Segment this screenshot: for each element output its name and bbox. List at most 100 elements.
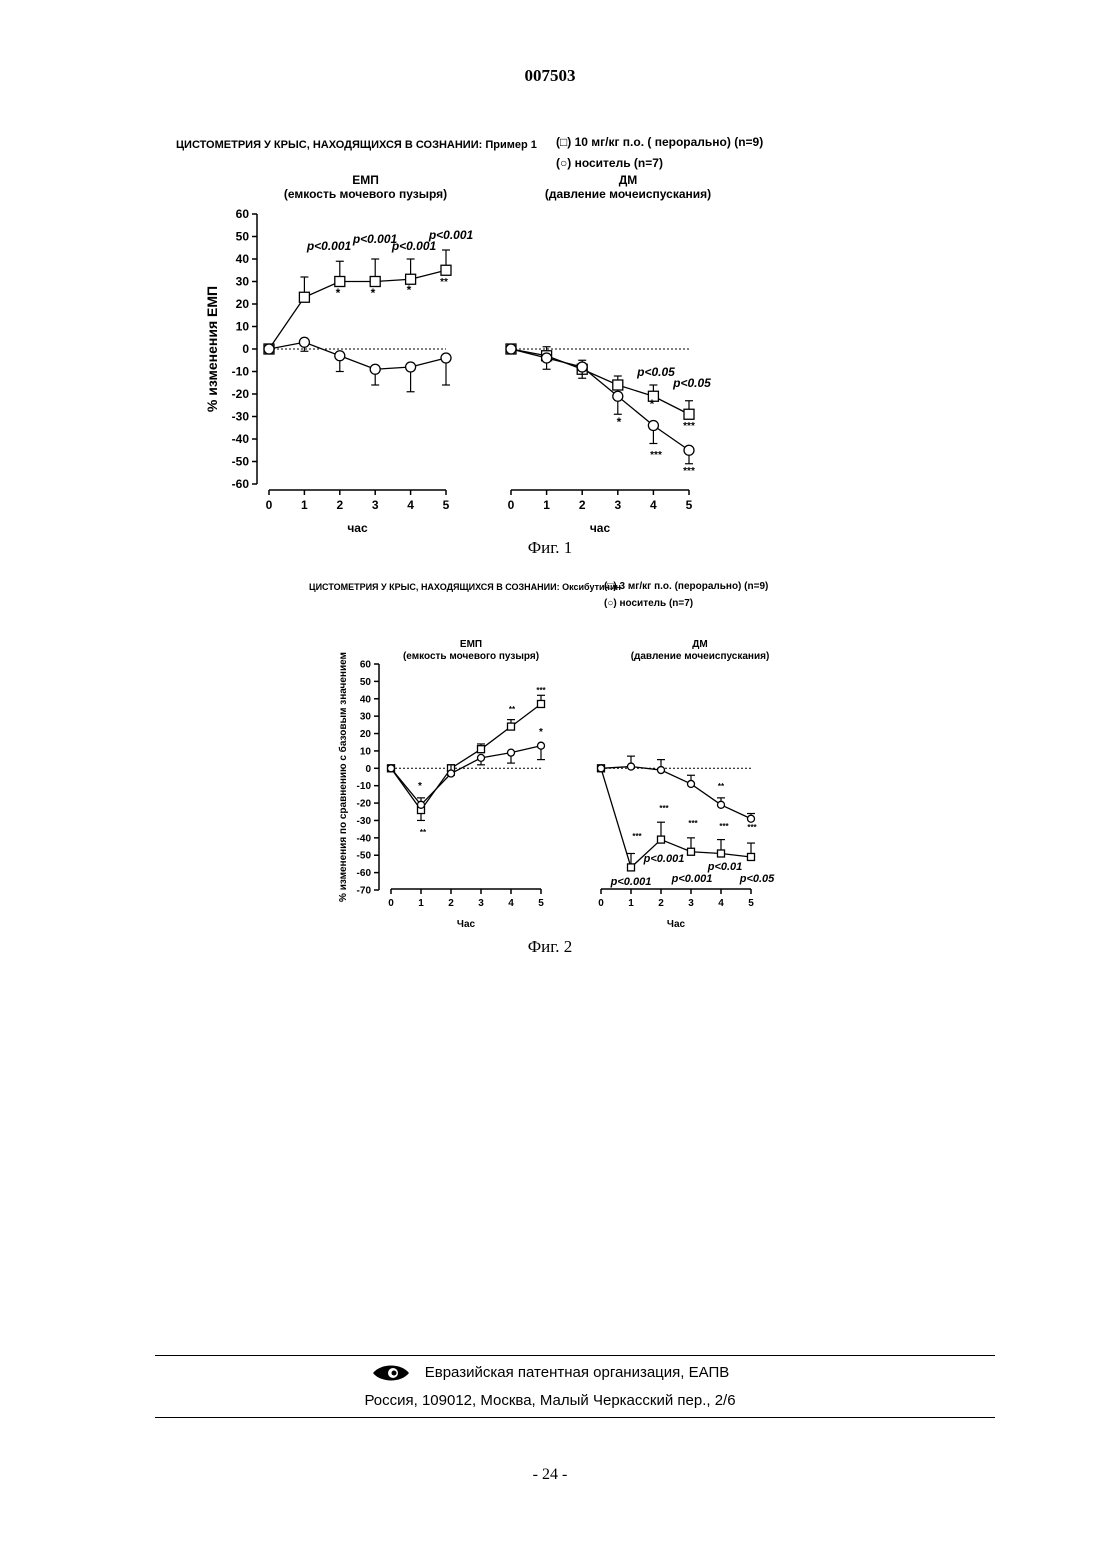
fig1-emp-point-circle xyxy=(370,364,380,374)
fig1-emp-x-tick-label: 4 xyxy=(407,498,414,512)
fig1-dm-title: ДМ xyxy=(619,173,638,187)
fig1-dm-x-tick-label: 1 xyxy=(543,498,550,512)
fig1-dm-point-circle xyxy=(684,445,694,455)
fig1-emp-x-tick-label: 3 xyxy=(372,498,379,512)
fig1-emp-x-tick-label: 2 xyxy=(336,498,343,512)
fig2-emp-y-tick-label: -30 xyxy=(357,816,372,827)
fig2-dm-annotation: *** xyxy=(747,823,757,832)
fig1-emp-y-axis-label: % изменения ЕМП xyxy=(204,286,220,412)
fig1-dm-point-square xyxy=(684,409,694,419)
fig1-emp-y-tick-label: 0 xyxy=(242,342,249,356)
fig1-dm-x-tick-label: 5 xyxy=(686,498,693,512)
fig2-emp-point-circle xyxy=(508,749,515,756)
fig1-emp-y-tick-label: -20 xyxy=(232,387,250,401)
fig1-emp-y-tick-label: -50 xyxy=(232,455,250,469)
fig1-dm-x-axis-label: час xyxy=(590,521,611,535)
fig2-emp-subtitle: (емкость мочевого пузыря) xyxy=(403,651,539,662)
fig2-emp-x-tick-label: 1 xyxy=(418,898,424,909)
fig1-dm-annotation: p<0.05 xyxy=(672,376,711,390)
fig2-emp-y-tick-label: -10 xyxy=(357,781,372,792)
fig1-emp-annotation: * xyxy=(407,283,412,297)
fig2-emp-title: ЕМП xyxy=(460,639,482,650)
fig2-dm-x-tick-label: 5 xyxy=(748,898,754,909)
fig1-emp-y-tick-label: 10 xyxy=(236,320,250,334)
fig2-emp-annotation: * xyxy=(418,781,422,792)
fig2-dm-point-circle xyxy=(658,767,665,774)
eapo-logo-icon xyxy=(371,1362,411,1384)
fig2-emp-x-axis-label: Час xyxy=(457,919,476,930)
figure1-chart: ЕМП(емкость мочевого пузыря)605040302010… xyxy=(0,170,1100,540)
fig2-emp-point-circle xyxy=(448,770,455,777)
fig2-dm-point-circle xyxy=(598,765,605,772)
fig1-dm-annotation: * xyxy=(617,415,622,429)
fig1-dm-annotation: *** xyxy=(683,466,695,477)
fig2-emp-y-tick-label: 10 xyxy=(360,746,372,757)
fig2-dm-x-tick-label: 1 xyxy=(628,898,634,909)
footer-top-rule xyxy=(155,1355,995,1356)
fig1-emp-point-circle xyxy=(264,344,274,354)
fig2-dm-annotation: p<0.001 xyxy=(671,873,713,885)
fig2-emp-y-tick-label: 60 xyxy=(360,660,372,671)
footer-bottom-rule xyxy=(155,1417,995,1418)
fig2-dm-annotation: *** xyxy=(659,804,669,813)
page-number: - 24 - xyxy=(0,1466,1100,1484)
figure1-caption: Фиг. 1 xyxy=(0,538,1100,558)
fig2-emp-y-tick-label: 20 xyxy=(360,729,372,740)
fig1-dm-point-circle xyxy=(648,421,658,431)
fig2-emp-y-tick-label: -60 xyxy=(357,868,372,879)
fig2-dm-point-square xyxy=(628,864,635,871)
fig2-dm-x-tick-label: 4 xyxy=(718,898,724,909)
fig1-emp-point-circle xyxy=(335,351,345,361)
fig1-emp-series-circle-line xyxy=(269,342,446,369)
fig1-emp-annotation: * xyxy=(336,286,341,300)
fig2-dm-annotation: *** xyxy=(688,819,698,828)
fig2-emp-series-square-line xyxy=(391,704,541,810)
figure2-title: ЦИСТОМЕТРИЯ У КРЫС, НАХОДЯЩИХСЯ В СОЗНАН… xyxy=(309,582,621,592)
fig2-emp-point-circle xyxy=(478,754,485,761)
fig2-emp-x-tick-label: 5 xyxy=(538,898,544,909)
fig2-dm-title: ДМ xyxy=(692,639,707,650)
fig1-dm-x-tick-label: 3 xyxy=(614,498,621,512)
fig1-emp-point-square xyxy=(335,277,345,287)
fig1-emp-subtitle: (емкость мочевого пузыря) xyxy=(284,187,447,201)
fig1-emp-series-square-line xyxy=(269,270,446,349)
fig2-dm-annotation: *** xyxy=(719,822,729,831)
fig2-dm-x-tick-label: 3 xyxy=(688,898,694,909)
fig2-dm-annotation: p<0.05 xyxy=(739,873,775,885)
fig2-dm-x-axis-label: Час xyxy=(667,919,686,930)
fig2-dm-x-tick-label: 2 xyxy=(658,898,664,909)
fig2-emp-series-circle-line xyxy=(391,746,541,805)
figure2-legend-circle: (○) носитель (n=7) xyxy=(604,598,693,609)
fig1-dm-x-tick-label: 0 xyxy=(508,498,515,512)
figure2-legend-square: (□) 3 мг/кг п.о. (перорально) (n=9) xyxy=(604,581,768,592)
fig2-emp-x-tick-label: 0 xyxy=(388,898,394,909)
fig1-dm-point-circle xyxy=(542,353,552,363)
fig1-emp-y-tick-label: 40 xyxy=(236,252,250,266)
fig2-emp-point-square xyxy=(508,723,515,730)
fig2-emp-y-tick-label: 50 xyxy=(360,677,372,688)
fig2-emp-y-tick-label: -50 xyxy=(357,851,372,862)
fig2-dm-subtitle: (давление мочеиспускания) xyxy=(631,651,770,662)
fig1-emp-annotation: p<0.001 xyxy=(306,239,352,253)
fig2-dm-annotation: p<0.01 xyxy=(707,861,743,873)
fig2-dm-annotation: p<0.001 xyxy=(610,876,652,888)
fig1-emp-y-tick-label: 30 xyxy=(236,275,250,289)
fig1-emp-point-circle xyxy=(299,337,309,347)
figure2-caption: Фиг. 2 xyxy=(0,937,1100,957)
fig1-emp-x-axis-label: час xyxy=(347,521,368,535)
fig2-dm-point-square xyxy=(688,848,695,855)
fig1-emp-point-circle xyxy=(441,353,451,363)
fig1-emp-annotation: ** xyxy=(440,277,448,288)
fig2-dm-annotation: p<0.001 xyxy=(643,853,685,865)
fig1-emp-y-tick-label: -60 xyxy=(232,477,250,491)
fig2-emp-y-tick-label: -70 xyxy=(357,886,372,897)
fig2-emp-x-tick-label: 3 xyxy=(478,898,484,909)
figure1-title: ЦИСТОМЕТРИЯ У КРЫС, НАХОДЯЩИХСЯ В СОЗНАН… xyxy=(176,139,537,151)
fig1-emp-point-square xyxy=(441,265,451,275)
fig1-dm-annotation: * xyxy=(650,397,655,411)
fig2-emp-x-tick-label: 2 xyxy=(448,898,454,909)
fig1-emp-annotation: p<0.001 xyxy=(428,228,474,242)
fig2-emp-y-tick-label: -40 xyxy=(357,833,372,844)
fig2-emp-annotation: ** xyxy=(420,828,427,837)
fig2-dm-series-circle-line xyxy=(601,767,751,819)
